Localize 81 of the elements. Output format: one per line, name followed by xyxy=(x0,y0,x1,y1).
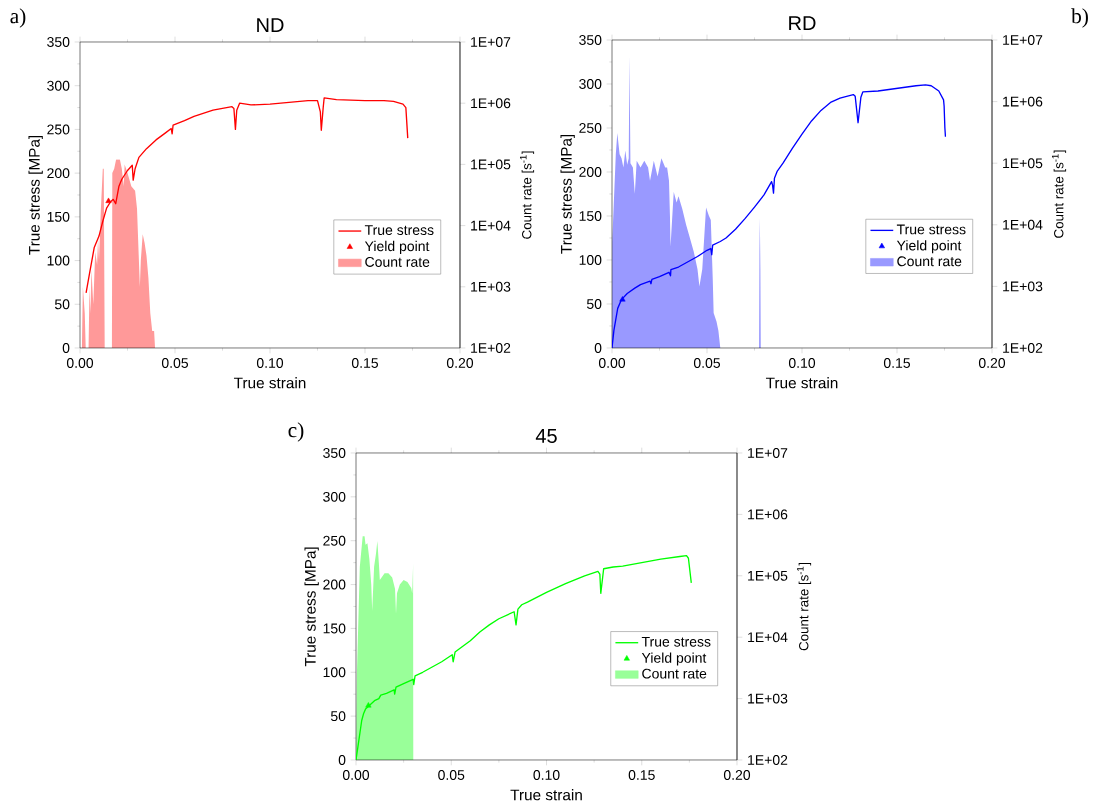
y2-axis-title: Count rate [s$^{-1}$] xyxy=(1052,150,1067,238)
y2-tick-label: 1E+07 xyxy=(1003,35,1043,45)
y-tick-label: 150 xyxy=(323,623,346,634)
y-tick-label: 300 xyxy=(579,79,602,89)
x-tick-label: 0.20 xyxy=(978,358,1006,368)
x-tick-label: 0.15 xyxy=(351,358,379,368)
y2-tick-label: 1E+05 xyxy=(1003,158,1043,169)
chart-title: RD xyxy=(789,16,816,30)
y2-axis-title: Count rate [s$^{-1}$] xyxy=(520,151,535,239)
y-tick-label: 250 xyxy=(579,123,602,133)
text: a) xyxy=(10,8,26,28)
x-tick-label: 0.15 xyxy=(883,358,911,368)
x-tick-label: 0.05 xyxy=(693,358,721,368)
x-tick-label: 0.10 xyxy=(788,358,816,368)
y2-tick-label: 1E+03 xyxy=(471,281,511,292)
x-tick-label: 0.10 xyxy=(256,358,284,368)
x-tick-label: 0.15 xyxy=(628,770,655,780)
legend-label: Yield point xyxy=(641,652,707,666)
y2-tick-label: 1E+03 xyxy=(1003,281,1043,292)
y2-tick-label: 1E+04 xyxy=(748,632,788,643)
y-axis-title: True stress [MPa] xyxy=(560,134,575,254)
y-tick-label: 350 xyxy=(579,35,602,45)
chart-title: ND xyxy=(257,18,284,32)
x-tick-label: 0.00 xyxy=(66,358,94,368)
y2-tick-label: 1E+07 xyxy=(748,448,788,458)
y-tick-label: 50 xyxy=(54,299,70,310)
y-tick-label: 150 xyxy=(47,211,70,222)
legend-label: Yield point xyxy=(364,240,430,254)
x-tick-label: 0.10 xyxy=(533,770,560,780)
y-tick-label: 200 xyxy=(579,167,602,177)
y2-tick-label: 1E+05 xyxy=(748,570,788,581)
y-tick-label: 0 xyxy=(338,755,346,765)
x-axis-title: True strain xyxy=(233,377,306,389)
text: b) xyxy=(1071,8,1088,28)
y2-tick-label: 1E+03 xyxy=(748,693,788,704)
y-tick-label: 200 xyxy=(47,168,70,179)
text: c) xyxy=(288,422,304,442)
x-tick-label: 0.05 xyxy=(438,770,465,780)
x-tick-label: 0.00 xyxy=(598,358,626,368)
y-tick-label: 100 xyxy=(323,667,346,678)
y-tick-label: 250 xyxy=(47,124,70,135)
y-tick-label: 0 xyxy=(594,343,602,353)
x-tick-label: 0.05 xyxy=(161,358,189,368)
y2-axis-title: Count rate [s$^{-1}$] xyxy=(797,562,812,651)
y-axis-title: True stress [MPa] xyxy=(304,547,319,667)
y-tick-label: 350 xyxy=(47,37,70,47)
y2-tick-label: 1E+02 xyxy=(1003,343,1043,353)
y2-tick-label: 1E+04 xyxy=(471,220,511,231)
y-axis-title: True stress [MPa] xyxy=(28,135,43,255)
x-tick-label: 0.20 xyxy=(446,358,474,368)
y-tick-label: 50 xyxy=(330,711,346,722)
y2-tick-label: 1E+06 xyxy=(1003,96,1043,107)
legend-label: Yield point xyxy=(896,240,962,254)
y2-tick-label: 1E+06 xyxy=(471,98,511,109)
y2-tick-label: 1E+04 xyxy=(1003,219,1043,230)
y2-tick-label: 1E+02 xyxy=(471,343,511,353)
legend-label: Count rate xyxy=(897,256,962,267)
y-tick-label: 50 xyxy=(586,299,602,309)
y2-tick-label: 1E+02 xyxy=(748,755,788,765)
y-tick-label: 350 xyxy=(323,448,346,458)
y-tick-label: 150 xyxy=(579,211,602,221)
legend-label: True stress xyxy=(364,225,434,236)
x-axis-title: True strain xyxy=(510,789,582,801)
y-tick-label: 250 xyxy=(323,535,346,546)
y-tick-label: 100 xyxy=(47,255,70,266)
legend-label: True stress xyxy=(896,224,966,235)
y-tick-label: 300 xyxy=(47,80,70,91)
x-tick-label: 0.20 xyxy=(723,770,751,780)
legend-label: Count rate xyxy=(642,668,707,679)
y-tick-label: 0 xyxy=(62,343,70,353)
chart-title: 45 xyxy=(535,428,557,443)
y2-tick-label: 1E+07 xyxy=(471,37,511,47)
y2-tick-label: 1E+05 xyxy=(471,159,511,170)
x-tick-label: 0.00 xyxy=(342,770,370,780)
y-tick-label: 200 xyxy=(323,579,346,590)
y-tick-label: 300 xyxy=(323,491,346,502)
legend-label: True stress xyxy=(641,636,711,647)
y-tick-label: 100 xyxy=(579,255,602,265)
legend-label: Count rate xyxy=(365,257,430,267)
y2-tick-label: 1E+06 xyxy=(748,509,788,520)
x-axis-title: True strain xyxy=(765,377,838,389)
